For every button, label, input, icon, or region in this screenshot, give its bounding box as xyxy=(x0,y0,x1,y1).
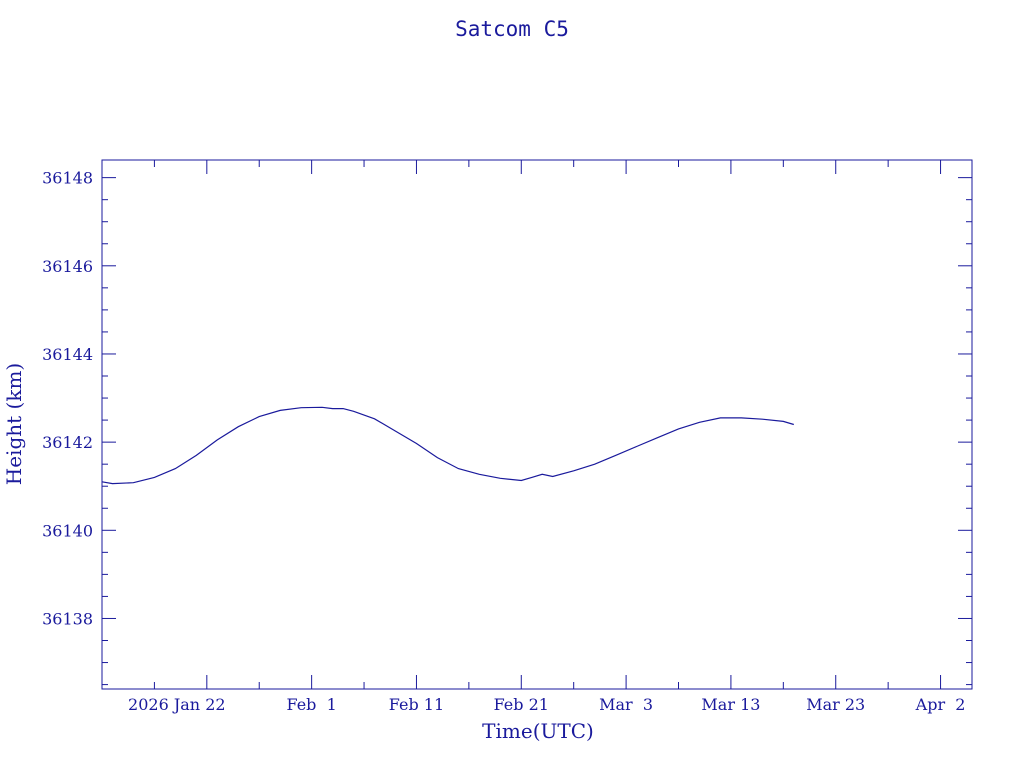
x-tick-label: Feb 21 xyxy=(494,695,549,714)
y-tick-label: 36140 xyxy=(42,521,93,540)
x-tick-label: 2026 Jan 22 xyxy=(128,695,226,714)
y-tick-label: 36138 xyxy=(42,609,93,628)
y-axis-label: Height (km) xyxy=(2,363,26,485)
x-tick-label: Feb 11 xyxy=(389,695,444,714)
x-axis: 2026 Jan 22 Feb 1 Feb 11 Feb 21 Mar 3 Mar 13 M… xyxy=(128,160,965,714)
y-tick-label: 36142 xyxy=(42,433,93,452)
x-tick-label: Mar 23 xyxy=(806,695,865,714)
chart-title: Satcom C5 xyxy=(455,17,569,41)
x-tick-label: Mar 3 xyxy=(599,695,653,714)
x-tick-label: Feb 1 xyxy=(286,695,336,714)
y-tick-label: 36146 xyxy=(42,257,93,276)
y-tick-label: 36144 xyxy=(42,345,93,364)
plot-frame xyxy=(101,159,973,690)
x-tick-label: Mar 13 xyxy=(701,695,760,714)
series-layer xyxy=(101,406,794,485)
y-tick-label: 36148 xyxy=(42,169,93,188)
x-tick-label: Apr 2 xyxy=(915,695,966,714)
series-line xyxy=(101,406,794,485)
x-axis-label: Time(UTC) xyxy=(482,719,594,743)
y-axis: 36138 36140 36142 36144 36146 36148 xyxy=(42,169,972,686)
